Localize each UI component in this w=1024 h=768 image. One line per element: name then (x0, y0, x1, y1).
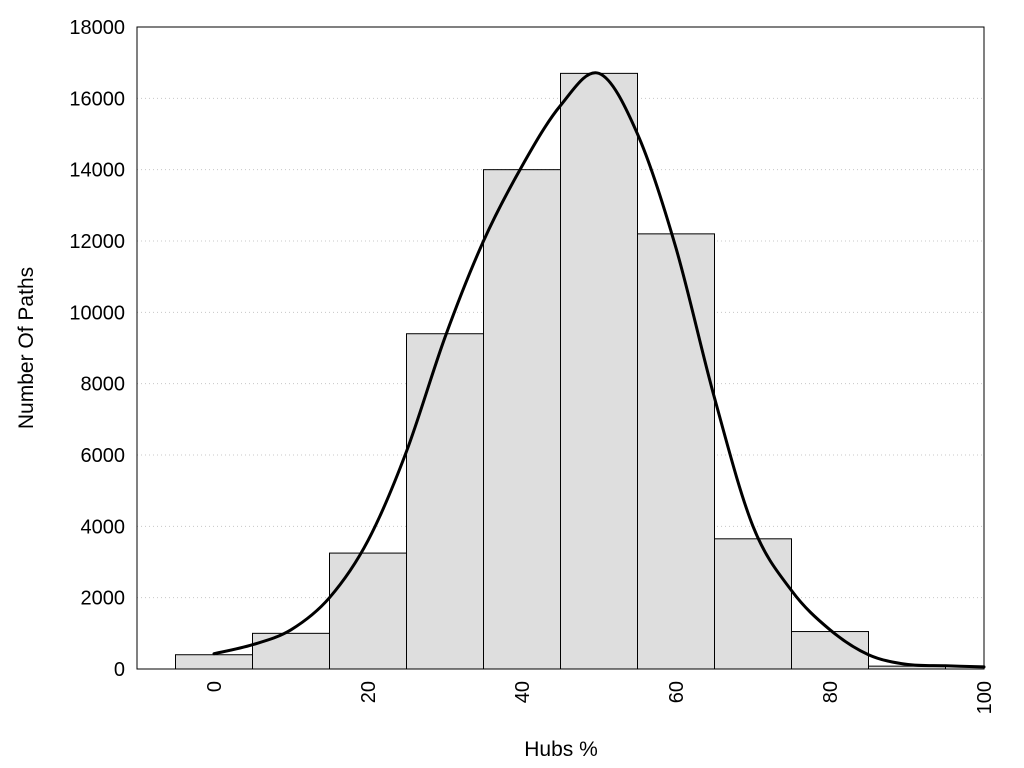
histogram-bar (637, 233, 715, 670)
histogram-bars (175, 72, 946, 670)
histogram-bar (714, 538, 792, 670)
x-tick-label: 20 (358, 681, 380, 703)
x-tick-label: 80 (820, 681, 842, 703)
y-tick-label: 16000 (69, 88, 125, 110)
x-tick-label: 0 (204, 681, 226, 692)
histogram-bar (791, 631, 869, 670)
x-tick-labels: 0 20 40 60 80 100 (204, 681, 996, 714)
y-tick-label: 6000 (81, 445, 126, 467)
density-curve (212, 71, 986, 669)
y-tick-label: 0 (114, 659, 125, 681)
y-axis-title: Number Of Paths (15, 267, 38, 429)
plot-frame (136, 26, 985, 670)
x-tick-label: 40 (512, 681, 534, 703)
histogram-bar (560, 72, 638, 670)
y-tick-label: 4000 (81, 516, 126, 538)
y-tick-label: 2000 (81, 588, 126, 610)
x-tick-label: 60 (666, 681, 688, 703)
y-tick-label: 8000 (81, 374, 126, 396)
y-tick-label: 18000 (69, 17, 125, 39)
y-tick-labels: 0 2000 4000 6000 8000 10000 12000 14000 16000 180… (69, 17, 125, 681)
histogram-bar (175, 654, 253, 670)
density-curve-line (212, 71, 986, 669)
x-axis-title: Hubs % (524, 738, 598, 761)
histogram-bar (329, 552, 407, 670)
y-tick-label: 10000 (69, 302, 125, 324)
x-tick-label: 100 (974, 681, 996, 714)
y-tick-label: 12000 (69, 231, 125, 253)
histogram-bar (483, 169, 561, 670)
histogram-bar (252, 632, 330, 670)
histogram-bar (406, 333, 484, 670)
y-tick-label: 14000 (69, 160, 125, 182)
